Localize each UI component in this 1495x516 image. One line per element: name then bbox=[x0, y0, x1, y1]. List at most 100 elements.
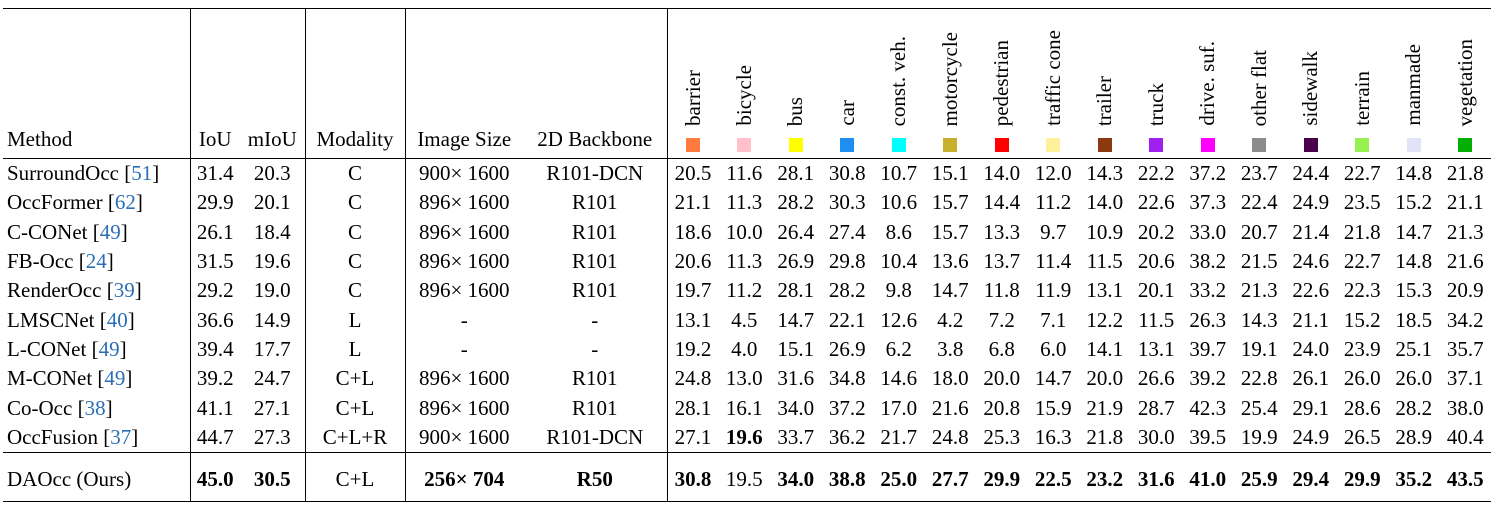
value-cell: 26.6 bbox=[1137, 366, 1175, 391]
value-cell: 13.1 bbox=[1137, 336, 1175, 361]
class-swatch bbox=[1097, 138, 1112, 152]
value-cell: 13.3 bbox=[983, 219, 1021, 244]
value-cell: 13.6 bbox=[931, 249, 969, 274]
column-header: Modality bbox=[305, 8, 406, 159]
value-cell: 21.1 bbox=[674, 190, 712, 215]
value-cell: 28.6 bbox=[1343, 395, 1381, 420]
citation: 49 bbox=[98, 336, 120, 361]
column-header: Method bbox=[3, 8, 191, 159]
value-cell: 25.3 bbox=[983, 424, 1021, 449]
value-cell: 14.9 bbox=[240, 305, 306, 335]
value-cell: 24.6 bbox=[1292, 249, 1330, 274]
value-cell: 8.6 bbox=[885, 219, 912, 244]
value-cell: 29.9 bbox=[976, 451, 1028, 502]
method-cell: SurroundOcc [51] bbox=[3, 158, 191, 189]
class-swatch bbox=[943, 138, 958, 152]
value-cell: 34.0 bbox=[770, 451, 822, 502]
value-cell: 12.6 bbox=[880, 307, 918, 332]
value-cell: 31.4 bbox=[196, 161, 234, 186]
class-name: manmade bbox=[1401, 44, 1426, 126]
value-cell: 21.8 bbox=[1086, 424, 1124, 449]
value-cell: 18.0 bbox=[931, 366, 969, 391]
value-cell: 19.1 bbox=[1240, 336, 1278, 361]
value-cell: 900× 1600 bbox=[418, 424, 510, 449]
table-row: Co-Occ [38] 41.1 27.1 C+L 896× 1600 R101 28.1 1… bbox=[3, 393, 1491, 423]
value-cell: 14.8 bbox=[1395, 161, 1433, 186]
value-cell: 13.1 bbox=[674, 307, 712, 332]
value-cell: 10.6 bbox=[880, 190, 918, 215]
class-swatch bbox=[1303, 138, 1318, 152]
value-cell: 25.4 bbox=[1240, 395, 1278, 420]
value-cell: R101 bbox=[523, 276, 668, 306]
value-cell: 19.5 bbox=[718, 451, 770, 502]
value-cell: 31.6 bbox=[1130, 451, 1182, 502]
value-cell: - bbox=[460, 307, 468, 332]
value-cell: 6.2 bbox=[885, 336, 912, 361]
ref-open: [ bbox=[107, 190, 115, 215]
value-cell: 11.8 bbox=[983, 278, 1020, 303]
value-cell: 15.9 bbox=[1034, 395, 1072, 420]
class-header: vegetation bbox=[1439, 8, 1491, 159]
value-cell: C+L bbox=[305, 364, 406, 394]
value-cell: R101-DCN bbox=[523, 422, 668, 453]
value-cell: 26.9 bbox=[828, 336, 866, 361]
class-name: motorcycle bbox=[937, 31, 962, 126]
value-cell: 24.8 bbox=[931, 424, 969, 449]
class-name: bicycle bbox=[731, 65, 756, 126]
value-cell: 38.2 bbox=[1189, 249, 1227, 274]
citation: 51 bbox=[131, 161, 153, 186]
table-row: LMSCNet [40] 36.6 14.9 L - -13.1 4.5 14.7 22.1 12… bbox=[3, 305, 1491, 335]
value-cell: 28.2 bbox=[1395, 395, 1433, 420]
value-cell: 13.7 bbox=[983, 249, 1021, 274]
value-cell: 26.9 bbox=[777, 249, 815, 274]
column-header: mIoU bbox=[240, 8, 306, 159]
citation: 62 bbox=[114, 190, 136, 215]
class-swatch bbox=[891, 138, 906, 152]
value-cell: 14.7 bbox=[1034, 366, 1072, 391]
ref-open: [ bbox=[124, 161, 132, 186]
ref-close: ] bbox=[131, 424, 139, 449]
value-cell: - bbox=[523, 305, 668, 335]
class-header: bus bbox=[770, 8, 822, 159]
value-cell: R101 bbox=[523, 246, 668, 277]
value-cell: 12.0 bbox=[1034, 161, 1072, 186]
value-cell: 23.5 bbox=[1343, 190, 1381, 215]
value-cell: 26.4 bbox=[777, 219, 815, 244]
ref-close: ] bbox=[119, 336, 127, 361]
citation: 37 bbox=[110, 424, 132, 449]
class-swatch bbox=[686, 138, 700, 152]
value-cell: 21.6 bbox=[1446, 249, 1484, 274]
value-cell: 39.2 bbox=[196, 366, 234, 391]
value-cell: 21.1 bbox=[1292, 307, 1330, 332]
method-cell: M-CONet [49] bbox=[3, 364, 191, 394]
class-header: car bbox=[821, 8, 873, 159]
value-cell: 10.0 bbox=[725, 219, 763, 244]
class-swatch bbox=[994, 138, 1009, 152]
value-cell: 22.6 bbox=[1137, 190, 1175, 215]
table-row: OccFusion [37] 44.7 27.3 C+L+R 900× 1600 R101… bbox=[3, 422, 1491, 453]
value-cell: 896× 1600 bbox=[418, 395, 510, 420]
column-header: 2D Backbone bbox=[523, 8, 668, 159]
ref-close: ] bbox=[127, 307, 135, 332]
value-cell: 10.9 bbox=[1086, 219, 1124, 244]
value-cell: 34.2 bbox=[1446, 307, 1484, 332]
value-cell: C+L+R bbox=[305, 422, 406, 453]
value-cell: 17.0 bbox=[880, 395, 918, 420]
class-swatch bbox=[1200, 138, 1215, 152]
class-name: car bbox=[834, 100, 859, 126]
value-cell: C bbox=[305, 217, 406, 247]
value-cell: 24.4 bbox=[1292, 161, 1330, 186]
value-cell: 11.5 bbox=[1086, 249, 1123, 274]
ref-open: [ bbox=[103, 424, 111, 449]
class-name: barrier bbox=[680, 70, 705, 126]
results-table: Method IoU mIoU Modality Image Size 2D Backbo… bbox=[3, 8, 1491, 502]
citation: 49 bbox=[104, 366, 126, 391]
value-cell: 19.6 bbox=[725, 424, 763, 449]
value-cell: 38.8 bbox=[821, 451, 873, 502]
value-cell: 22.4 bbox=[1240, 190, 1278, 215]
value-cell: 44.7 bbox=[196, 424, 234, 449]
value-cell: 29.9 bbox=[1336, 451, 1388, 502]
value-cell: 28.1 bbox=[777, 278, 815, 303]
value-cell: 14.0 bbox=[1086, 190, 1124, 215]
value-cell: 20.1 bbox=[1137, 278, 1175, 303]
